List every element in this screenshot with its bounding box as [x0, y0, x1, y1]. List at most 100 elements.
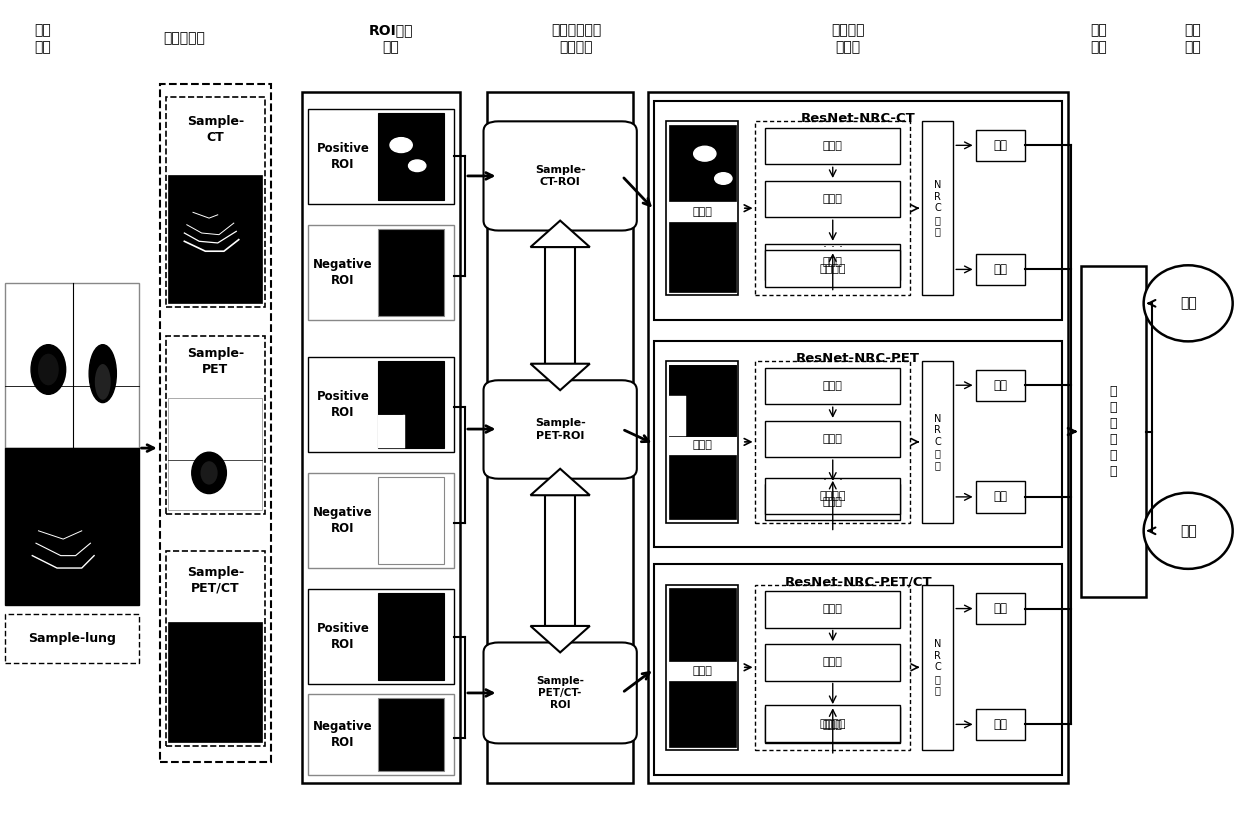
Polygon shape [530, 469, 590, 496]
Bar [166, 336, 265, 515]
Text: 全连接层: 全连接层 [819, 719, 846, 729]
Bar [669, 681, 736, 747]
Bar [766, 644, 900, 681]
Bar [756, 121, 909, 295]
Text: 数据
收集: 数据 收集 [33, 23, 51, 54]
Ellipse shape [37, 353, 59, 386]
Bar [975, 481, 1025, 513]
Bar [166, 96, 265, 307]
Bar [766, 484, 900, 520]
Bar [654, 100, 1062, 320]
Ellipse shape [89, 344, 116, 403]
FancyBboxPatch shape [483, 380, 637, 479]
Bar [667, 121, 738, 295]
Text: · · ·: · · · [823, 474, 843, 487]
Ellipse shape [1144, 266, 1233, 341]
Text: Sample-
PET: Sample- PET [187, 347, 244, 376]
Bar [756, 361, 909, 523]
Polygon shape [530, 221, 590, 247]
Bar [975, 129, 1025, 161]
Text: 集成
策略: 集成 策略 [1090, 23, 1108, 54]
FancyBboxPatch shape [483, 642, 637, 744]
Ellipse shape [192, 452, 227, 494]
Bar [766, 478, 900, 515]
Bar [545, 496, 575, 626]
Bar [669, 124, 736, 201]
Circle shape [390, 138, 413, 153]
Text: 残差块: 残差块 [823, 381, 843, 391]
Bar [309, 588, 453, 684]
Bar [648, 92, 1068, 784]
Text: ResNet-NRC-CT: ResNet-NRC-CT [800, 112, 916, 125]
Polygon shape [530, 364, 590, 390]
Bar [766, 181, 900, 217]
Text: Positive
ROI: Positive ROI [316, 622, 369, 651]
Bar [975, 369, 1025, 401]
Bar [5, 613, 139, 663]
Polygon shape [530, 626, 590, 652]
Bar [766, 244, 900, 281]
Text: 阳性: 阳性 [1180, 524, 1197, 538]
Text: 分类
识别: 分类 识别 [1184, 23, 1202, 54]
Text: Sample-
CT-ROI: Sample- CT-ROI [535, 164, 586, 187]
Bar [169, 622, 263, 742]
Text: 阴性: 阴性 [994, 378, 1007, 392]
Text: 残差块: 残差块 [823, 604, 843, 614]
Bar [309, 473, 453, 568]
Bar [309, 109, 453, 204]
Text: 构造个体
分类器: 构造个体 分类器 [831, 23, 865, 54]
Bar [756, 584, 909, 750]
Text: 残差块: 残差块 [823, 434, 843, 444]
Text: 数据预处理: 数据预处理 [164, 32, 206, 46]
Ellipse shape [31, 344, 66, 394]
Bar [169, 175, 263, 303]
Text: ROI区域
提取: ROI区域 提取 [368, 23, 413, 54]
Bar [378, 361, 444, 448]
Bar [922, 361, 953, 523]
Text: 输入层: 输入层 [693, 666, 712, 676]
Circle shape [409, 160, 426, 172]
Text: Negative
ROI: Negative ROI [313, 258, 373, 287]
Text: ResNet-NRC-PET: ResNet-NRC-PET [797, 352, 921, 365]
Text: 阴性: 阴性 [994, 602, 1007, 615]
Bar [378, 113, 444, 200]
Text: 残差块: 残差块 [823, 657, 843, 667]
Text: Sample-
PET/CT-
ROI: Sample- PET/CT- ROI [536, 676, 584, 710]
Text: 全连接层: 全连接层 [819, 491, 846, 501]
Bar [922, 121, 953, 295]
Text: · · ·: · · · [823, 241, 843, 254]
Bar [378, 415, 405, 448]
Bar [545, 247, 575, 364]
Text: 残差块: 残差块 [823, 194, 843, 204]
Bar [160, 84, 271, 763]
Bar [975, 709, 1025, 740]
Bar [669, 364, 736, 436]
Bar [378, 229, 444, 315]
Text: Sample-
PET/CT: Sample- PET/CT [187, 566, 244, 595]
Text: 相
对
多
数
投
票: 相 对 多 数 投 票 [1110, 385, 1118, 478]
Text: 阴性: 阴性 [1180, 296, 1197, 310]
Text: Positive
ROI: Positive ROI [316, 390, 369, 419]
Bar [766, 368, 900, 404]
Text: 构造三个模态
样本空间: 构造三个模态 样本空间 [551, 23, 601, 54]
Bar [309, 357, 453, 452]
Bar [975, 254, 1025, 286]
Bar [922, 584, 953, 750]
Text: 阳性: 阳性 [994, 491, 1007, 503]
Bar [166, 551, 265, 746]
Bar [766, 591, 900, 627]
Text: N
R
C
分
类: N R C 分 类 [934, 639, 942, 696]
Circle shape [694, 146, 716, 161]
Bar [654, 564, 1062, 775]
Bar [766, 706, 900, 742]
Text: Sample-lung: Sample-lung [28, 632, 115, 645]
Bar [378, 593, 444, 680]
FancyBboxPatch shape [483, 121, 637, 231]
Bar [669, 364, 736, 436]
Text: 全连接层: 全连接层 [819, 264, 846, 274]
Bar [766, 128, 900, 164]
Bar [654, 340, 1062, 547]
Bar [669, 397, 685, 436]
Text: 阴性: 阴性 [994, 139, 1007, 152]
Text: 残差块: 残差块 [823, 720, 843, 730]
